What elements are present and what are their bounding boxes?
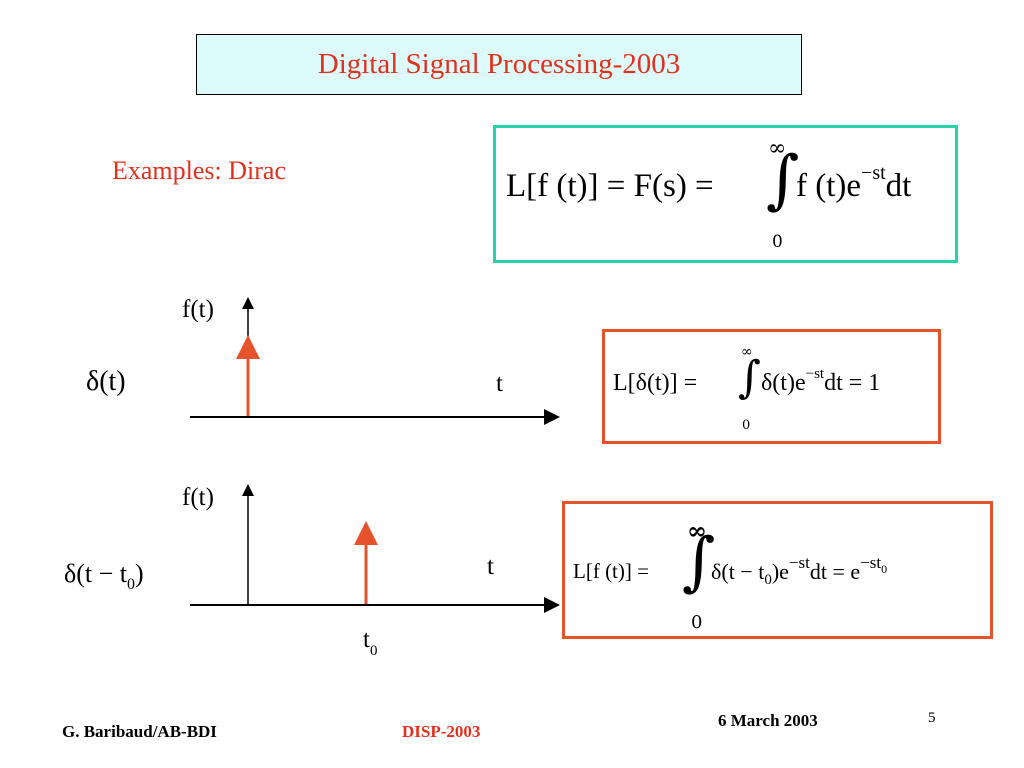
plot1-signal-label: δ(t) [86,366,126,397]
dirac-integrand-text: δ(t)e [761,370,806,396]
shifted-exponent: −st [788,553,810,572]
dirac-lhs: L[δ(t)] = [613,370,698,396]
integrand-text: f (t)e [796,168,862,204]
dirac-lower-limit: 0 [742,418,751,433]
plot2-signal-end: ) [135,559,144,588]
section-label: Examples: Dirac [112,156,286,185]
plot2-x-label: t [487,553,494,580]
differential: dt [885,168,912,204]
page-number: 5 [928,710,936,726]
plot2-signal-label: δ(t − t0) [64,559,144,593]
footer-date: 6 March 2003 [718,711,818,730]
dirac-upper-limit: ∞ [741,344,753,360]
marker-t: t [363,626,370,653]
plot2-marker-label: t0 [363,626,377,659]
marker-sub: 0 [369,643,378,659]
upper-limit: ∞ [768,136,787,161]
footer-author: G. Baribaud/AB-BDI [62,722,217,741]
footer-course: DISP-2003 [402,722,481,741]
dirac-transform-box: L[δ(t)] = ∞ ∫ 0 δ(t)e−stdt = 1 [602,329,941,444]
plot2-signal-sub: 0 [127,576,136,593]
integral-sign: ∫ [766,143,800,217]
shifted-middle: dt = e [809,559,861,584]
shifted-integrand-text: δ(t − t [711,559,765,584]
dirac-rest: dt = 1 [824,370,881,396]
shifted-upper-limit: ∞ [687,516,707,545]
dirac-integral-sign: ∫ [738,352,761,403]
laplace-lhs: L[f (t)] = F(s) = [506,168,714,204]
shifted-integral-sign: ∫ [682,525,716,599]
shifted-integrand-sub: 0 [764,572,772,588]
shifted-lhs: L[f (t)] = [573,559,649,583]
plot1-x-label: t [496,370,503,397]
shifted-rhs-exponent-sub: 0 [881,562,888,576]
shifted-integrand-end: )e [771,559,789,584]
lower-limit: 0 [772,232,783,252]
slide-title-box: Digital Signal Processing-2003 [196,34,802,95]
shifted-dirac-transform-box: L[f (t)] = ∞ ∫ 0 δ(t − t0)e−stdt = e−st0 [562,501,993,639]
shifted-integrand: δ(t − t0)e−stdt = e−st0 [711,553,888,588]
plot2-y-label: f(t) [182,484,214,511]
plot2-signal-text: δ(t − t [64,559,128,588]
integrand-exponent: −st [861,162,886,184]
laplace-integrand: f (t)e−stdt [796,162,912,205]
shifted-rhs-exponent: −st [860,553,882,572]
plot1-y-label: f(t) [182,296,214,323]
slide-title: Digital Signal Processing-2003 [317,48,681,80]
shifted-lower-limit: 0 [691,612,703,633]
dirac-integrand: δ(t)e−stdt = 1 [761,366,881,397]
dirac-exponent: −st [805,366,825,382]
laplace-definition-box: L[f (t)] = F(s) = ∞ ∫ 0 f (t)e−stdt [493,125,958,263]
